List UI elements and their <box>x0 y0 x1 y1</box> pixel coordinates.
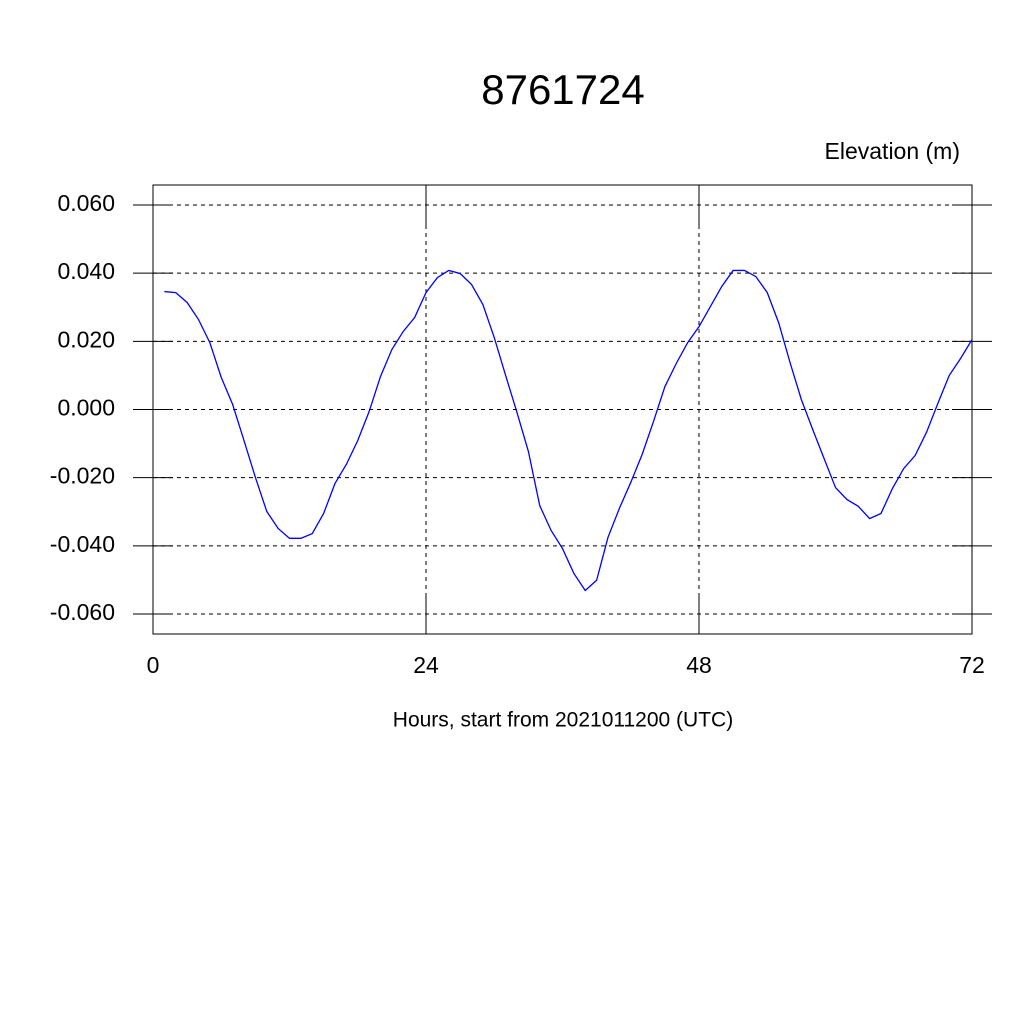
y-tick-label: 0.040 <box>57 258 115 284</box>
x-tick-label: 72 <box>959 652 985 678</box>
x-tick-label: 48 <box>686 652 712 678</box>
y-axis-label: Elevation (m) <box>825 138 960 164</box>
y-tick-label: 0.000 <box>57 395 115 421</box>
data-line <box>164 269 973 592</box>
x-tick-label: 24 <box>413 652 439 678</box>
x-axis-label: Hours, start from 2021011200 (UTC) <box>393 709 733 732</box>
y-tick-label: -0.020 <box>50 463 115 489</box>
y-tick-label: 0.060 <box>57 190 115 216</box>
y-tick-label: -0.060 <box>50 599 115 625</box>
x-tick-label: 0 <box>147 652 160 678</box>
y-tick-label: -0.040 <box>50 531 115 557</box>
chart-title: 8761724 <box>481 66 645 113</box>
y-tick-label: 0.020 <box>57 326 115 352</box>
